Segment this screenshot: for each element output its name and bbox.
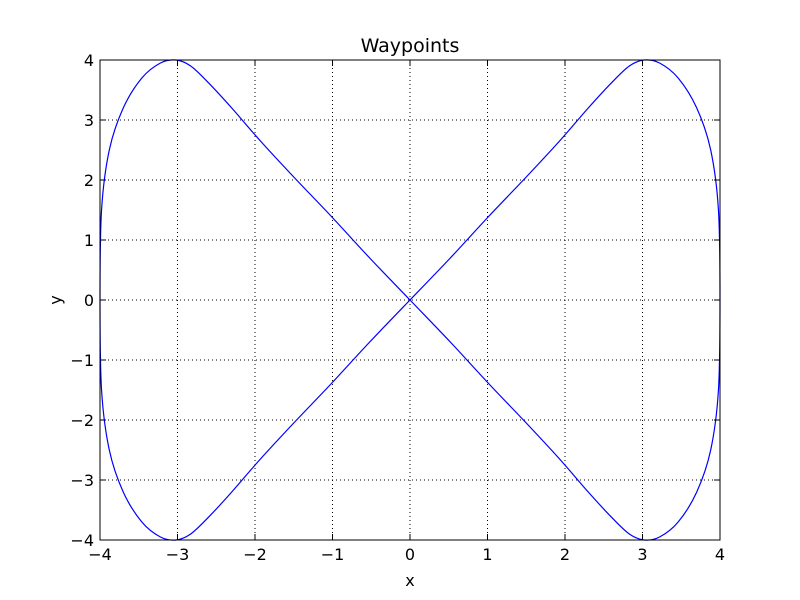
x-tick-label: 4 [715, 545, 725, 564]
y-tick-label: −3 [70, 471, 94, 490]
x-tick-label: −3 [166, 545, 190, 564]
x-tick-label: −1 [321, 545, 345, 564]
x-tick-label: 3 [637, 545, 647, 564]
x-tick-label: −2 [243, 545, 267, 564]
y-axis-label: y [46, 295, 65, 304]
y-tick-label: 2 [84, 171, 94, 190]
y-tick-label: 0 [84, 291, 94, 310]
series-layer [99, 59, 721, 541]
y-tick-label: −2 [70, 411, 94, 430]
y-tick-label: −1 [70, 351, 94, 370]
tick-labels: −4 −3 −2 −1 0 1 2 3 4 −4 −3 −2 −1 0 1 2 3 4 [70, 51, 725, 564]
ticks [99, 59, 721, 541]
y-tick-label: 4 [84, 51, 94, 70]
y-tick-label: 3 [84, 111, 94, 130]
grid [100, 60, 720, 540]
x-axis-label: x [405, 571, 414, 590]
y-tick-label: −4 [70, 531, 94, 550]
y-tick-label: 1 [84, 231, 94, 250]
x-tick-label: 2 [560, 545, 570, 564]
x-tick-label: 0 [405, 545, 415, 564]
x-tick-label: −4 [88, 545, 112, 564]
waypoint-path-line [99, 59, 721, 541]
chart-title: Waypoints [361, 35, 460, 57]
x-tick-label: 1 [482, 545, 492, 564]
